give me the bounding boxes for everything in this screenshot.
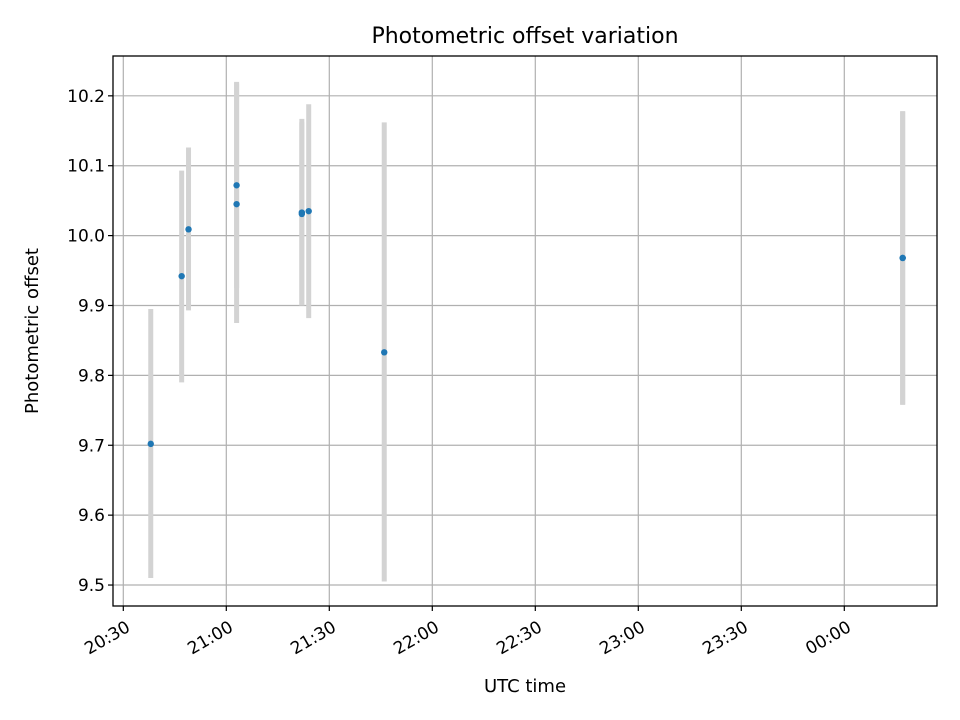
y-axis-ticks: 9.5 9.6 9.7 9.8 9.9 10.0 10.1 10.2 [67, 87, 113, 596]
data-point [298, 210, 306, 218]
y-tick-label: 10.2 [67, 87, 105, 107]
data-point [233, 182, 240, 189]
data-point [899, 254, 906, 262]
data-point [178, 272, 185, 280]
data-point [305, 207, 312, 215]
y-tick-label: 10.1 [67, 157, 105, 177]
y-tick-label: 9.8 [78, 366, 105, 386]
plot-area-frame [112, 55, 938, 607]
y-axis-label: Photometric offset [22, 248, 43, 414]
y-tick-label: 9.5 [78, 576, 105, 596]
y-tick-label: 9.9 [78, 296, 105, 316]
data-point [147, 440, 154, 448]
data-point [381, 349, 388, 356]
grid [113, 56, 937, 606]
x-axis-label: UTC time [484, 676, 566, 697]
data-point [233, 200, 240, 208]
data-points [147, 182, 906, 448]
y-tick-label: 10.0 [67, 227, 105, 247]
y-tick-label: 9.7 [78, 436, 105, 456]
y-tick-label: 9.6 [78, 506, 105, 526]
data-point [185, 226, 192, 233]
chart-title: Photometric offset variation [371, 24, 678, 49]
